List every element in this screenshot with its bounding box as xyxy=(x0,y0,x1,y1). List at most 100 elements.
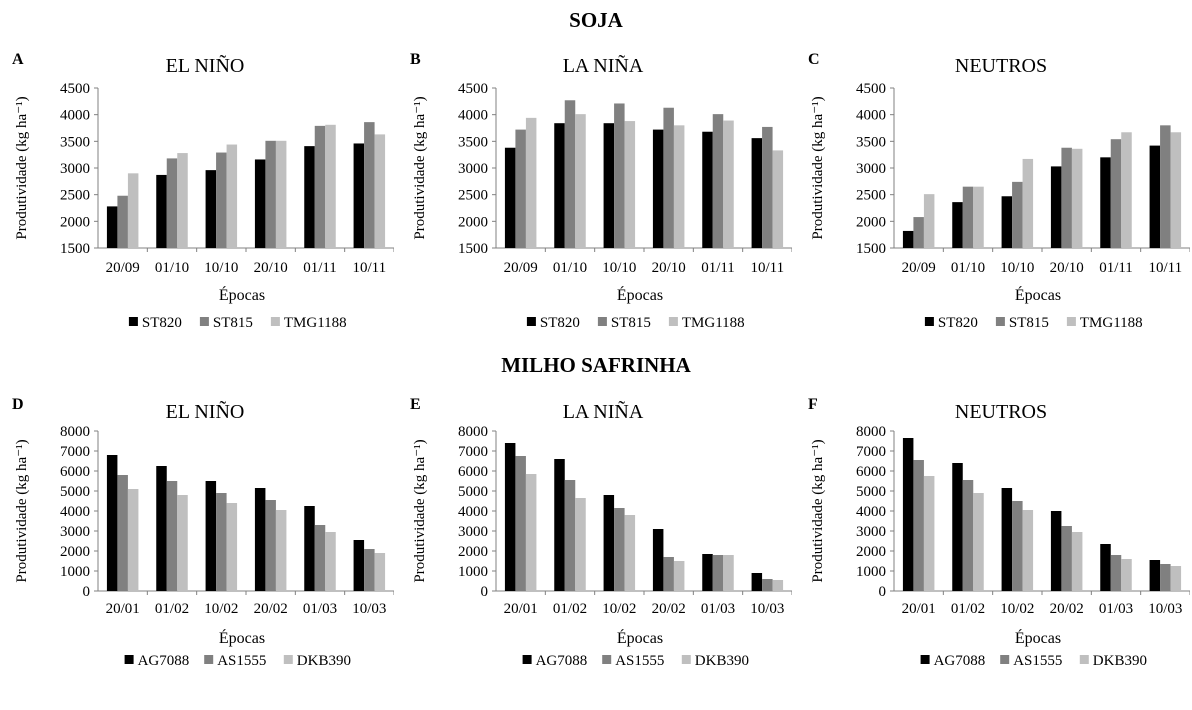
chart-a-bar-st815-10-11 xyxy=(364,122,375,248)
chart-e-y-tick-label: 2000 xyxy=(458,544,488,560)
chart-c-y-tick-label: 1500 xyxy=(856,241,886,257)
chart-a-y-tick-label: 1500 xyxy=(60,241,90,257)
chart-d-legend-label-as1555: AS1555 xyxy=(217,653,266,669)
chart-c-bar-tmg1188-20-09 xyxy=(923,194,935,248)
chart-a-bar-st820-20-09 xyxy=(106,206,118,248)
chart-d-x-tick-label: 10/03 xyxy=(352,601,386,617)
chart-c-bar-st815-10-11 xyxy=(1160,125,1171,248)
chart-d-y-tick-label: 0 xyxy=(83,584,91,600)
chart-c-y-tick-label: 2000 xyxy=(856,214,886,230)
chart-panel-c: C NEUTROS 1500 2000 2500 3000 3500 4000 4500 20/0… xyxy=(798,42,1191,367)
chart-f-y-tick-label: 8000 xyxy=(856,424,886,440)
chart-e-bar-ag7088-01-02 xyxy=(554,459,565,591)
chart-b-bar-st820-10-11 xyxy=(751,138,763,248)
chart-f-y-tick-label: 1000 xyxy=(856,564,886,580)
chart-d-bar-dkb390-20-02 xyxy=(275,510,287,591)
chart-c-bar-tmg1188-01-10 xyxy=(973,186,984,248)
chart-panel-b: B LA NIÑA 1500 2000 2500 3000 3500 4000 4500 20/0… xyxy=(400,42,793,367)
chart-svg-b: B LA NIÑA 1500 2000 2500 3000 3500 4000 4500 20/0… xyxy=(410,51,793,331)
chart-svg-e: E LA NIÑA 0 1000 2000 3000 4000 5000 6000 7000 800… xyxy=(410,396,793,669)
chart-a-y-tick-label: 3500 xyxy=(60,134,90,150)
chart-b-y-tick-label: 2500 xyxy=(458,188,488,204)
chart-e-x-tick-label: 10/03 xyxy=(750,601,784,617)
chart-panel-e: E LA NIÑA 0 1000 2000 3000 4000 5000 6000 7000 800… xyxy=(400,385,793,710)
chart-e-bar-ag7088-01-03 xyxy=(702,554,713,591)
chart-f-bar-ag7088-20-01 xyxy=(902,438,914,591)
chart-c-bar-st815-20-09 xyxy=(913,217,924,248)
chart-d-legend-swatch-as1555 xyxy=(204,655,214,664)
chart-a-x-tick-label: 01/11 xyxy=(303,260,337,276)
chart-a-bar-tmg1188-01-10 xyxy=(177,153,188,248)
chart-f-x-tick-label: 20/01 xyxy=(902,601,936,617)
chart-b-legend-label-tmg1188: TMG1188 xyxy=(682,315,745,331)
chart-f-x-tick-label: 20/02 xyxy=(1050,601,1084,617)
chart-e-bar-as1555-10-02 xyxy=(614,508,625,591)
chart-f-bar-dkb390-01-03 xyxy=(1121,559,1132,591)
chart-c-bar-st820-10-11 xyxy=(1149,145,1161,248)
chart-b-bar-st820-20-10 xyxy=(652,129,664,248)
chart-f-y-tick-label: 7000 xyxy=(856,444,886,460)
chart-c-y-tick-label: 3500 xyxy=(856,134,886,150)
chart-b-bar-st820-01-11 xyxy=(702,131,713,248)
chart-d-bar-ag7088-20-02 xyxy=(254,488,266,591)
chart-a-x-tick-label: 01/10 xyxy=(155,260,189,276)
chart-b-legend-swatch-st815 xyxy=(597,317,607,326)
chart-a-bar-st820-20-10 xyxy=(254,159,266,248)
chart-e-bar-as1555-10-03 xyxy=(762,579,773,591)
chart-b-bar-st815-01-11 xyxy=(712,114,724,248)
chart-a-legend-swatch-st820 xyxy=(128,317,138,326)
chart-e-title: LA NIÑA xyxy=(563,399,644,423)
chart-d-x-tick-label: 01/03 xyxy=(303,601,337,617)
chart-d-y-tick-label: 1000 xyxy=(60,564,90,580)
chart-d-bar-ag7088-01-03 xyxy=(304,506,315,591)
chart-b-bar-st815-10-10 xyxy=(614,103,625,248)
chart-f-bar-as1555-01-03 xyxy=(1110,555,1122,591)
chart-e-legend-swatch-dkb390 xyxy=(681,655,691,664)
chart-c-y-tick-label: 4000 xyxy=(856,108,886,124)
chart-e-bar-as1555-20-02 xyxy=(663,557,674,591)
chart-e-bar-dkb390-20-02 xyxy=(673,561,685,591)
chart-b-bar-tmg1188-10-11 xyxy=(772,150,784,248)
chart-e-bar-as1555-20-01 xyxy=(515,456,526,591)
chart-e-x-tick-label: 01/03 xyxy=(701,601,735,617)
chart-e-bar-dkb390-01-03 xyxy=(723,555,734,591)
chart-e-y-tick-label: 5000 xyxy=(458,484,488,500)
chart-svg-f: F NEUTROS 0 1000 2000 3000 4000 5000 6000 7000 800… xyxy=(808,396,1191,669)
chart-a-y-axis-label: Produtividade (kg ha⁻¹) xyxy=(14,96,30,239)
chart-d-x-axis-label: Épocas xyxy=(219,628,265,647)
chart-d-legend-swatch-ag7088 xyxy=(124,655,134,664)
chart-c-x-tick-label: 01/11 xyxy=(1099,260,1133,276)
chart-f-bar-ag7088-10-03 xyxy=(1149,560,1161,591)
chart-e-x-axis-label: Épocas xyxy=(617,628,663,647)
chart-d-bar-dkb390-20-01 xyxy=(127,489,139,591)
chart-d-bar-as1555-10-03 xyxy=(364,549,375,591)
chart-b-bar-st820-01-10 xyxy=(554,123,565,248)
chart-b-y-tick-label: 3500 xyxy=(458,134,488,150)
chart-a-y-tick-label: 3000 xyxy=(60,161,90,177)
chart-b-bar-tmg1188-01-11 xyxy=(723,120,734,248)
chart-svg-c: C NEUTROS 1500 2000 2500 3000 3500 4000 4500 20/0… xyxy=(808,51,1191,331)
chart-b-bar-tmg1188-20-09 xyxy=(525,117,537,248)
chart-d-bar-as1555-01-02 xyxy=(166,481,178,591)
chart-c-y-tick-label: 4500 xyxy=(856,81,886,97)
chart-b-legend-swatch-st820 xyxy=(526,317,536,326)
chart-f-bar-dkb390-01-02 xyxy=(973,493,984,591)
chart-c-x-tick-label: 10/10 xyxy=(1000,260,1034,276)
chart-b-x-tick-label: 10/10 xyxy=(602,260,636,276)
chart-f-legend-swatch-ag7088 xyxy=(920,655,930,664)
chart-b-x-tick-label: 10/11 xyxy=(751,260,785,276)
chart-d-legend-swatch-dkb390 xyxy=(283,655,293,664)
figure: SOJA MILHO SAFRINHA A EL NIÑO 1500 2000 2500… xyxy=(12,8,1191,669)
chart-e-bar-ag7088-20-02 xyxy=(652,529,664,591)
chart-d-title: EL NIÑO xyxy=(166,399,245,423)
chart-c-bar-st815-01-11 xyxy=(1110,139,1122,248)
chart-a-legend-swatch-tmg1188 xyxy=(270,317,280,326)
chart-c-bar-st815-01-10 xyxy=(962,186,974,248)
chart-d-bar-ag7088-20-01 xyxy=(106,455,118,591)
chart-c-y-tick-label: 2500 xyxy=(856,188,886,204)
chart-b-x-tick-label: 20/09 xyxy=(504,260,538,276)
chart-c-title: NEUTROS xyxy=(955,55,1047,77)
chart-a-y-tick-label: 2000 xyxy=(60,214,90,230)
chart-c-bar-tmg1188-01-11 xyxy=(1121,132,1132,248)
section-title-milho-safrinha: MILHO SAFRINHA xyxy=(501,353,691,377)
